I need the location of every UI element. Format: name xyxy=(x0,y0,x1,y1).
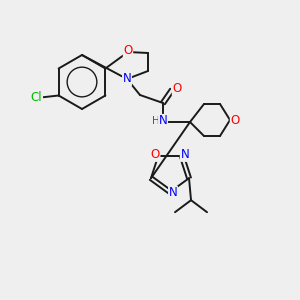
Text: O: O xyxy=(172,82,182,95)
Text: O: O xyxy=(151,148,160,161)
Text: O: O xyxy=(123,44,133,58)
Text: N: N xyxy=(123,73,131,85)
Text: N: N xyxy=(159,115,167,128)
Text: H: H xyxy=(152,116,160,126)
Text: N: N xyxy=(169,187,177,200)
Text: Cl: Cl xyxy=(31,91,42,104)
Text: O: O xyxy=(230,113,240,127)
Text: N: N xyxy=(180,148,189,161)
